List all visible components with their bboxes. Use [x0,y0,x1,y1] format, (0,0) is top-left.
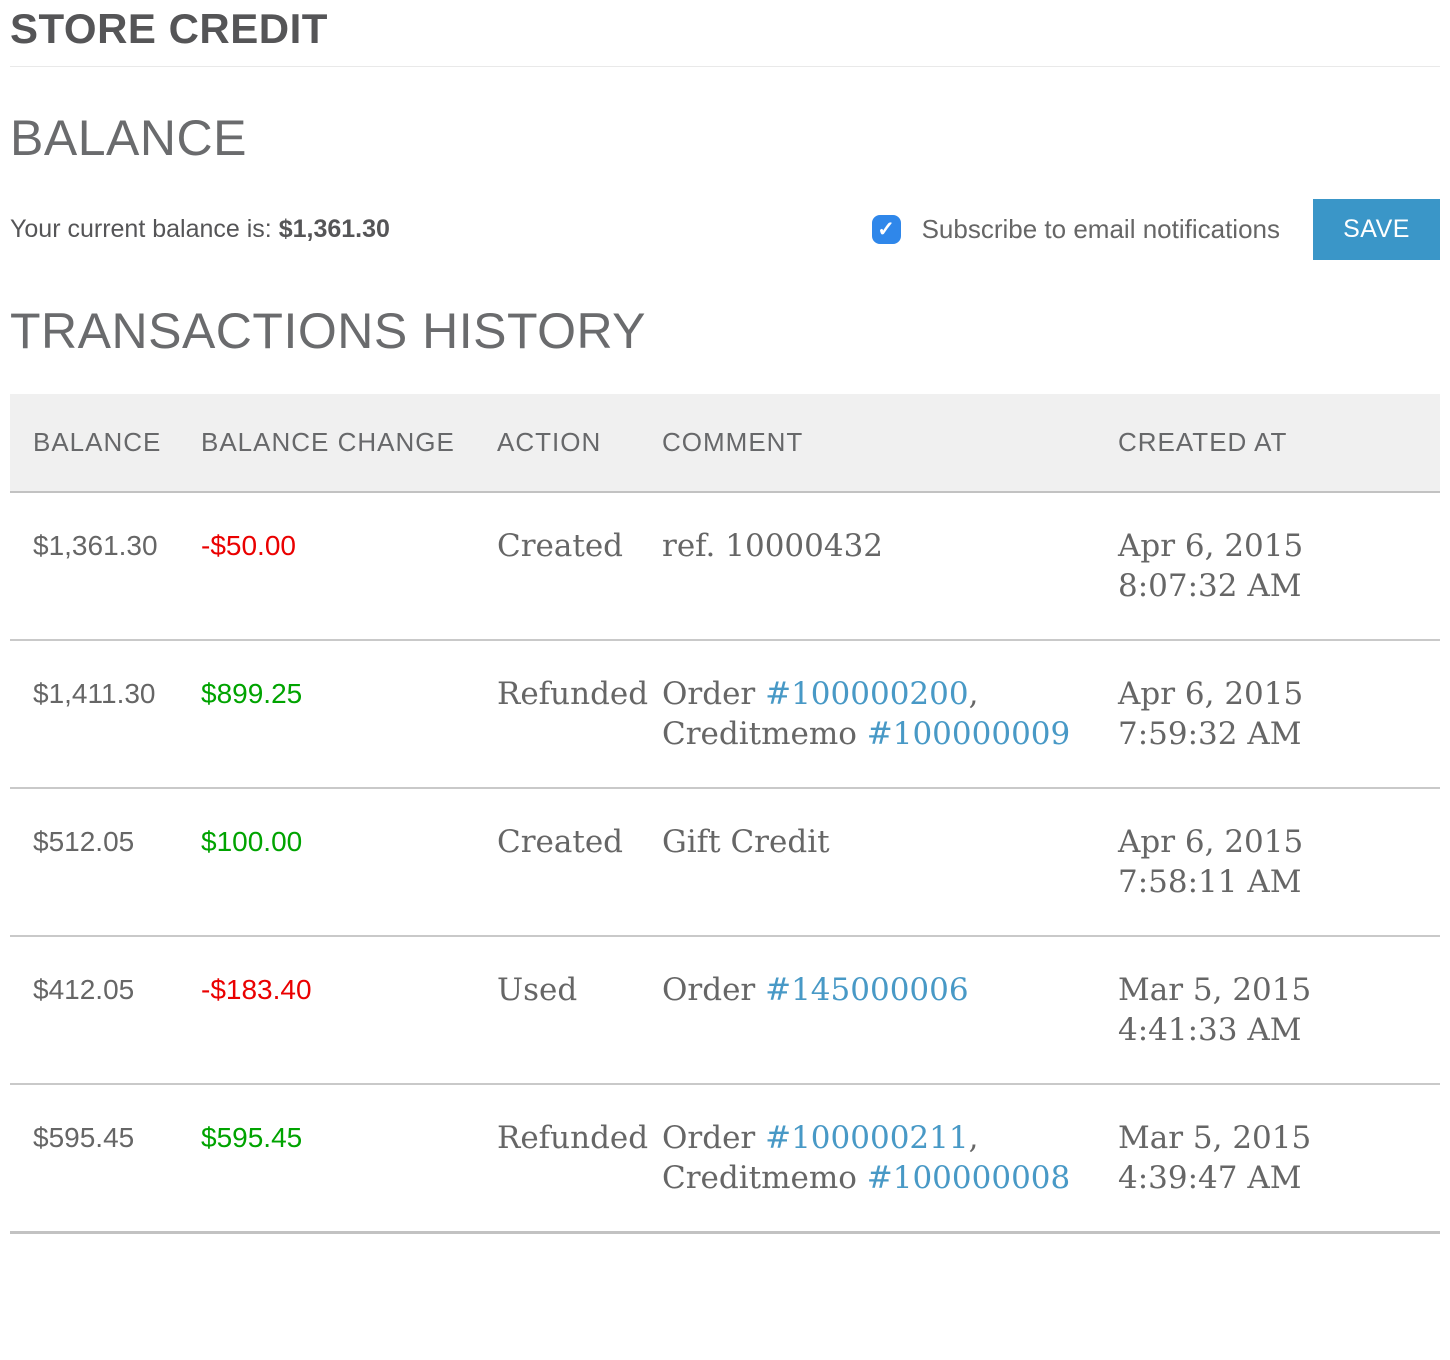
document-number-link[interactable]: #100000211 [765,1120,969,1156]
action-cell: Used [474,936,639,1085]
balance-change-cell: -$50.00 [178,492,474,641]
table-header: BALANCE BALANCE CHANGE ACTION COMMENT CR… [10,394,1440,493]
balance-cell: $512.05 [10,788,178,937]
store-credit-page: STORE CREDIT BALANCE Your current balanc… [0,0,1450,1234]
transaction-row: $1,361.30 -$50.00 Created ref. 10000432 Apr … [10,492,1440,641]
created-at-cell: Apr 6, 2015 8:07:32 AM [1095,492,1440,641]
current-balance-text: Your current balance is: $1,361.30 [10,215,872,244]
column-header-balance: BALANCE [10,394,178,493]
comment-cell: Order #100000211, Creditmemo #100000008 [639,1084,1095,1234]
save-button[interactable]: SAVE [1313,199,1440,260]
page-title: STORE CREDIT [10,0,1440,67]
balance-change-cell: $100.00 [178,788,474,937]
transaction-row: $595.45 $595.45 Refunded Order #100000211, … [10,1084,1440,1234]
document-number-link[interactable]: #145000006 [765,972,969,1008]
balance-row: Your current balance is: $1,361.30 Subsc… [10,199,1440,260]
document-number-link[interactable]: #100000009 [866,716,1071,752]
comment-text: Order [662,676,766,712]
balance-cell: $1,411.30 [10,640,178,789]
comment-text: ref. 10000432 [662,528,884,564]
column-header-comment: COMMENT [639,394,1095,493]
transactions-heading: TRANSACTIONS HISTORY [10,303,647,359]
comment-text: Order [662,1120,766,1156]
transactions-table: BALANCE BALANCE CHANGE ACTION COMMENT CR… [10,394,1440,1234]
balance-cell: $412.05 [10,936,178,1085]
comment-text: , Creditmemo [662,1120,979,1196]
created-at-cell: Mar 5, 2015 4:41:33 AM [1095,936,1440,1085]
comment-cell: ref. 10000432 [639,492,1095,641]
action-cell: Refunded [474,640,648,789]
created-at-cell: Apr 6, 2015 7:59:32 AM [1095,640,1440,789]
action-cell: Created [474,492,639,641]
subscribe-checkbox[interactable] [871,215,901,244]
column-header-created-at: CREATED AT [1095,394,1440,493]
balance-heading: BALANCE [10,110,247,166]
current-balance-label: Your current balance is: [10,215,272,243]
transactions-tbody: $1,361.30 -$50.00 Created ref. 10000432 Apr … [10,492,1440,1234]
comment-text: Gift Credit [662,824,830,860]
transaction-row: $412.05 -$183.40 Used Order #145000006 Mar 5… [10,936,1440,1085]
current-balance-value: $1,361.30 [278,215,390,243]
subscribe-group: Subscribe to email notifications [871,214,1280,245]
balance-cell: $595.45 [10,1084,178,1234]
document-number-link[interactable]: #100000200 [765,676,969,712]
subscribe-label[interactable]: Subscribe to email notifications [921,214,1280,244]
balance-cell: $1,361.30 [10,492,178,641]
comment-text: Order [662,972,766,1008]
balance-change-cell: -$183.40 [178,936,474,1085]
comment-cell: Gift Credit [639,788,1095,937]
comment-cell: Order #145000006 [639,936,1095,1085]
column-header-balance-change: BALANCE CHANGE [178,394,474,493]
transaction-row: $1,411.30 $899.25 Refunded Order #100000200… [10,640,1440,789]
created-at-cell: Mar 5, 2015 4:39:47 AM [1095,1084,1440,1234]
column-header-action: ACTION [474,394,639,493]
created-at-cell: Apr 6, 2015 7:58:11 AM [1095,788,1440,937]
transaction-row: $512.05 $100.00 Created Gift Credit Apr 6, 2… [10,788,1440,937]
comment-cell: Order #100000200, Creditmemo #100000009 [639,640,1095,789]
balance-change-cell: $899.25 [178,640,474,789]
action-cell: Created [474,788,639,937]
action-cell: Refunded [474,1084,648,1234]
document-number-link[interactable]: #100000008 [866,1160,1071,1196]
balance-change-cell: $595.45 [178,1084,474,1234]
comment-text: , Creditmemo [662,676,979,752]
